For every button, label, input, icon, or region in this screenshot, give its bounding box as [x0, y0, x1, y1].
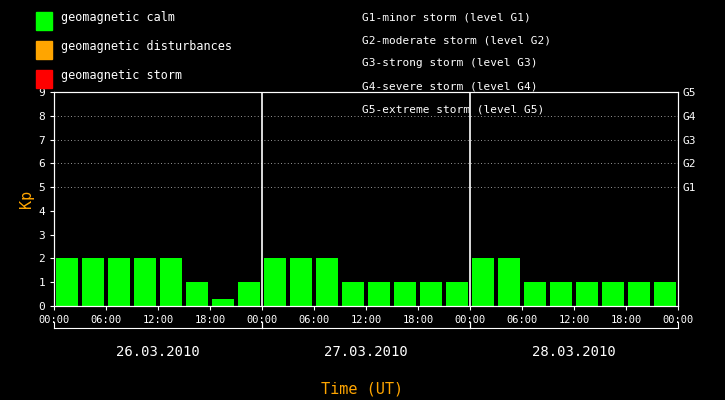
Bar [316, 258, 338, 306]
Text: geomagnetic storm: geomagnetic storm [61, 69, 182, 82]
Bar [550, 282, 572, 306]
Text: geomagnetic disturbances: geomagnetic disturbances [61, 40, 232, 53]
Bar [160, 258, 182, 306]
Bar [524, 282, 546, 306]
Bar [472, 258, 494, 306]
Bar [628, 282, 650, 306]
Bar [576, 282, 598, 306]
Bar [342, 282, 364, 306]
Bar [264, 258, 286, 306]
Bar [57, 258, 78, 306]
Text: G3-strong storm (level G3): G3-strong storm (level G3) [362, 58, 538, 68]
Bar [108, 258, 130, 306]
Bar [654, 282, 676, 306]
Bar [420, 282, 442, 306]
Y-axis label: Kp: Kp [20, 190, 34, 208]
Bar [134, 258, 157, 306]
Bar [498, 258, 520, 306]
Bar [446, 282, 468, 306]
Bar [368, 282, 390, 306]
Text: 27.03.2010: 27.03.2010 [324, 345, 408, 359]
Text: G2-moderate storm (level G2): G2-moderate storm (level G2) [362, 35, 552, 45]
Text: geomagnetic calm: geomagnetic calm [61, 12, 175, 24]
Bar [394, 282, 416, 306]
Bar [212, 299, 234, 306]
Bar [239, 282, 260, 306]
Bar [186, 282, 208, 306]
Text: 26.03.2010: 26.03.2010 [117, 345, 200, 359]
Bar [83, 258, 104, 306]
Bar [290, 258, 312, 306]
Bar [602, 282, 624, 306]
Text: G4-severe storm (level G4): G4-severe storm (level G4) [362, 82, 538, 92]
Text: G5-extreme storm (level G5): G5-extreme storm (level G5) [362, 105, 544, 115]
Text: 28.03.2010: 28.03.2010 [532, 345, 616, 359]
Text: G1-minor storm (level G1): G1-minor storm (level G1) [362, 12, 531, 22]
Text: Time (UT): Time (UT) [321, 381, 404, 396]
